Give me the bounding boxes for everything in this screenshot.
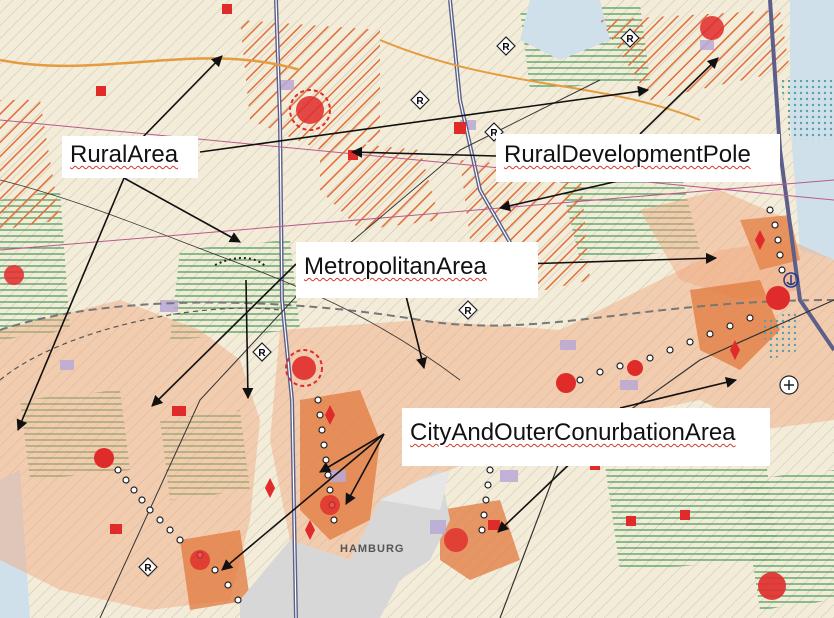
railway-station-icon: R bbox=[458, 300, 478, 320]
arrow-metro-to-local bbox=[242, 279, 254, 400]
arrow-rural-to-center bbox=[123, 177, 241, 243]
hamburg-city-area: HAMBURG bbox=[240, 470, 450, 618]
arrow-city-to-east bbox=[619, 376, 738, 409]
arrow-metro-to-west bbox=[151, 263, 297, 407]
svg-text:R: R bbox=[258, 348, 266, 359]
arrow-rural-to-west bbox=[16, 177, 125, 432]
railway-station-symbols: R R R R R R R bbox=[138, 28, 799, 577]
central-place-markers bbox=[4, 4, 790, 600]
railway-station-icon: R bbox=[410, 90, 430, 110]
arrow-pole-to-northeast bbox=[639, 57, 719, 135]
arrow-city-to-hamburg bbox=[345, 433, 385, 505]
arrow-city-to-center bbox=[319, 433, 385, 473]
arrow-rural-to-pole bbox=[199, 85, 650, 153]
callout-city-and-outer-conurbation-area: CityAndOuterConurbationArea bbox=[402, 408, 770, 466]
svg-text:R: R bbox=[144, 563, 152, 574]
arrow-metro-to-south bbox=[403, 287, 427, 370]
arrow-rural-to-north bbox=[139, 55, 223, 141]
svg-text:R: R bbox=[502, 42, 510, 53]
arrow-pole-to-west bbox=[350, 146, 497, 158]
svg-text:R: R bbox=[490, 128, 498, 139]
callout-rural-area: RuralArea bbox=[62, 136, 198, 178]
railway-station-icon: R bbox=[496, 36, 516, 56]
railway-station-icon: R bbox=[252, 342, 272, 362]
railway-station-icon: R bbox=[620, 28, 640, 48]
callout-rural-development-pole: RuralDevelopmentPole bbox=[496, 134, 780, 182]
crossing-icon bbox=[779, 375, 799, 395]
conurbation-areas bbox=[0, 190, 834, 610]
svg-text:R: R bbox=[416, 96, 424, 107]
city-label-hamburg: HAMBURG bbox=[340, 543, 404, 555]
railway-station-icon: R bbox=[138, 557, 158, 577]
annotation-arrows bbox=[16, 55, 738, 571]
svg-text:R: R bbox=[464, 306, 472, 317]
arrow-metro-to-east bbox=[521, 252, 718, 265]
arrow-city-to-southeast bbox=[497, 455, 579, 533]
arrow-city-to-southwest bbox=[221, 433, 385, 571]
development-axes bbox=[114, 206, 786, 604]
svg-text:R: R bbox=[626, 34, 634, 45]
callout-metropolitan-area: MetropolitanArea bbox=[296, 242, 538, 298]
anchor-icon bbox=[783, 272, 799, 288]
